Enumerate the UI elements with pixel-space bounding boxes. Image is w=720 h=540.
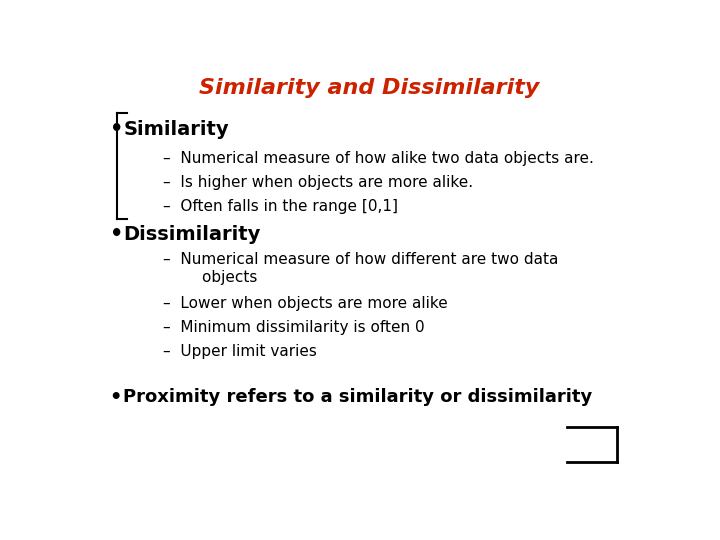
Text: –  Often falls in the range [0,1]: – Often falls in the range [0,1]: [163, 199, 397, 214]
Text: –  Numerical measure of how different are two data
        objects: – Numerical measure of how different are…: [163, 252, 558, 285]
Text: –  Upper limit varies: – Upper limit varies: [163, 344, 316, 359]
Text: Proximity refers to a similarity or dissimilarity: Proximity refers to a similarity or diss…: [124, 388, 593, 407]
Text: Dissimilarity: Dissimilarity: [124, 225, 261, 244]
Text: •: •: [109, 225, 123, 245]
Text: •: •: [109, 119, 123, 139]
Text: –  Numerical measure of how alike two data objects are.: – Numerical measure of how alike two dat…: [163, 151, 593, 166]
Text: –  Is higher when objects are more alike.: – Is higher when objects are more alike.: [163, 175, 472, 190]
Text: –  Minimum dissimilarity is often 0: – Minimum dissimilarity is often 0: [163, 320, 424, 335]
Text: Similarity: Similarity: [124, 120, 229, 139]
Text: •: •: [109, 388, 122, 407]
Text: –  Lower when objects are more alike: – Lower when objects are more alike: [163, 295, 447, 310]
Text: Similarity and Dissimilarity: Similarity and Dissimilarity: [199, 78, 539, 98]
